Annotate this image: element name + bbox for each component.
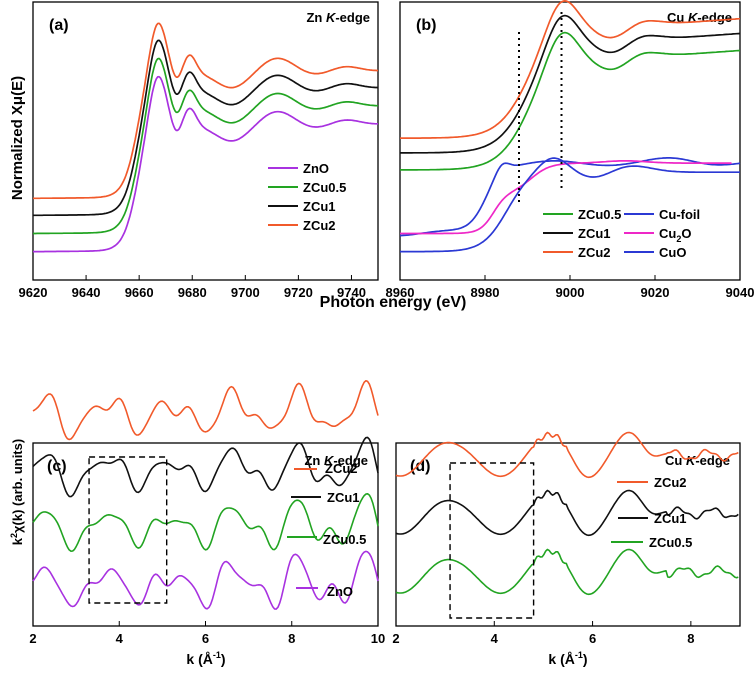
legend-label-ZCu1: ZCu1	[303, 199, 336, 214]
panel-b-xtick-label: 9000	[556, 285, 585, 300]
legend-label-ZCu2: ZCu2	[325, 461, 358, 476]
line-zcu2	[32, 380, 379, 441]
panel-d-xtick-label: 4	[491, 631, 499, 646]
panel-b-xtick-label: 9020	[641, 285, 670, 300]
legend-label-ZCu0.5: ZCu0.5	[303, 180, 346, 195]
panel-a-xtick-label: 9720	[284, 285, 313, 300]
legend-label-ZCu2: ZCu2	[303, 218, 336, 233]
panel-d-xtick-label: 2	[392, 631, 399, 646]
legend-label-ZCu0.5: ZCu0.5	[323, 532, 366, 547]
panel-c-xtick-label: 6	[202, 631, 209, 646]
legend-label-ZCu2: ZCu2	[654, 475, 687, 490]
line-zcu05	[400, 31, 741, 171]
line-zcu1	[400, 14, 741, 154]
panel-b-xtick-label: 8980	[471, 285, 500, 300]
panel-a-xtick-label: 9620	[19, 285, 48, 300]
top-ylabel: Normalized Xμ(E)	[9, 76, 26, 200]
legend-label-ZCu1: ZCu1	[578, 226, 611, 241]
line-cufoil	[399, 157, 741, 237]
legend-label-ZnO: ZnO	[303, 161, 329, 176]
legend-label-Cu2O: Cu2O	[659, 226, 691, 244]
line-zcu05	[32, 493, 379, 552]
line-zcu2	[395, 431, 739, 479]
panel-b-panel-label: (b)	[416, 17, 436, 34]
panel-b-xtick-label: 9040	[726, 285, 755, 300]
panel-d: (d) Cu K-edge 2 4 6 8 k (Å-1) ZCu2 ZCu1 ZCu0.5	[392, 431, 741, 667]
panel-c-xtick-label: 8	[288, 631, 295, 646]
legend-label-ZnO: ZnO	[327, 584, 353, 599]
panel-c-highlight-box	[88, 456, 168, 604]
legend-label-Cu-foil: Cu-foil	[659, 207, 700, 222]
line-zcu1	[33, 39, 379, 217]
panel-a-xtick-label: 9740	[337, 285, 366, 300]
panel-d-title: Cu K-edge	[665, 453, 730, 468]
panel-c-xlabel: k (Å-1)	[186, 650, 225, 667]
line-zcu05	[33, 57, 379, 235]
panel-d-highlight-box	[449, 462, 535, 619]
legend-label-CuO: CuO	[659, 245, 686, 260]
legend-label-ZCu2: ZCu2	[578, 245, 611, 260]
legend-label-ZCu1: ZCu1	[327, 490, 360, 505]
panel-c-xtick-label: 2	[29, 631, 36, 646]
line-zcu2	[33, 22, 379, 200]
panel-a-xtick-label: 9700	[231, 285, 260, 300]
legend-label-ZCu0.5: ZCu0.5	[649, 535, 692, 550]
panel-c-panel-label: (c)	[47, 458, 67, 475]
panel-a-xtick-label: 9680	[178, 285, 207, 300]
panel-a: (a) Zn K-edge 9620 9640 9660 9680 9700 9720 9740…	[19, 1, 379, 300]
legend-label-ZCu0.5: ZCu0.5	[578, 207, 621, 222]
line-zcu1	[32, 436, 379, 498]
line-cuo	[400, 157, 740, 253]
legend-label-ZCu1: ZCu1	[654, 511, 687, 526]
line-zcu1	[395, 489, 739, 537]
panel-a-title: Zn K-edge	[306, 10, 370, 25]
line-zno	[33, 75, 379, 253]
panel-d-frame	[395, 442, 741, 627]
panel-d-xtick-label: 8	[687, 631, 694, 646]
top-xlabel: Photon energy (eV)	[320, 294, 467, 311]
line-zcu05	[395, 548, 739, 596]
panel-a-panel-label: (a)	[49, 17, 69, 34]
panel-d-xtick-label: 6	[589, 631, 596, 646]
line-zcu2	[400, 0, 741, 139]
panel-c-xtick-label: 10	[371, 631, 385, 646]
panel-d-panel-label: (d)	[410, 458, 430, 475]
panel-d-xlabel: k (Å-1)	[548, 650, 587, 667]
panel-a-xtick-label: 9640	[72, 285, 101, 300]
panel-b-xtick-label: 8960	[386, 285, 415, 300]
line-zno	[32, 550, 379, 610]
panel-a-frame	[32, 1, 379, 281]
panel-a-xtick-label: 9660	[125, 285, 154, 300]
panel-c-xtick-label: 4	[116, 631, 124, 646]
bottom-ylabel: k2χ(k) (arb. units)	[9, 439, 25, 545]
